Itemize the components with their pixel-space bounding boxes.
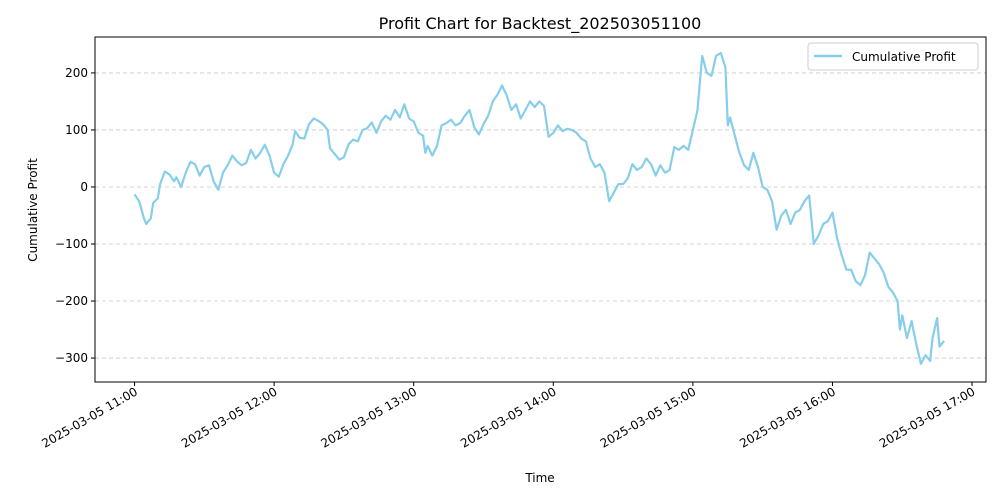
series-layer — [133, 51, 945, 365]
x-tick-label: 2025-03-05 14:00 — [458, 384, 559, 450]
x-tick-label: 2025-03-05 16:00 — [737, 384, 838, 450]
x-tick-label: 2025-03-05 11:00 — [39, 384, 140, 450]
legend-label: Cumulative Profit — [852, 50, 956, 64]
y-axis-label: Cumulative Profit — [26, 158, 40, 262]
gridlines — [95, 72, 986, 359]
y-tick-label: 200 — [65, 66, 88, 80]
x-axis-label: Time — [524, 471, 554, 485]
series-line-cumulative-profit — [133, 51, 945, 365]
y-axis: −300 −200 −100 0 100 200 — [55, 66, 95, 365]
x-tick-label: 2025-03-05 12:00 — [179, 384, 280, 450]
legend: Cumulative Profit — [807, 42, 979, 71]
y-tick-label: −200 — [55, 294, 88, 308]
y-tick-label: −300 — [55, 351, 88, 365]
x-tick-label: 2025-03-05 13:00 — [319, 384, 420, 450]
x-axis: 2025-03-05 11:00 2025-03-05 12:00 2025-03-… — [39, 382, 978, 451]
legend-box — [807, 42, 979, 71]
x-tick-label: 2025-03-05 15:00 — [598, 384, 699, 450]
x-tick-label: 2025-03-05 17:00 — [877, 384, 978, 450]
y-tick-label: 0 — [80, 180, 88, 194]
y-tick-label: −100 — [55, 237, 88, 251]
chart-title: Profit Chart for Backtest_202503051100 — [379, 14, 702, 34]
y-tick-label: 100 — [65, 123, 88, 137]
plot-frame — [94, 36, 987, 383]
